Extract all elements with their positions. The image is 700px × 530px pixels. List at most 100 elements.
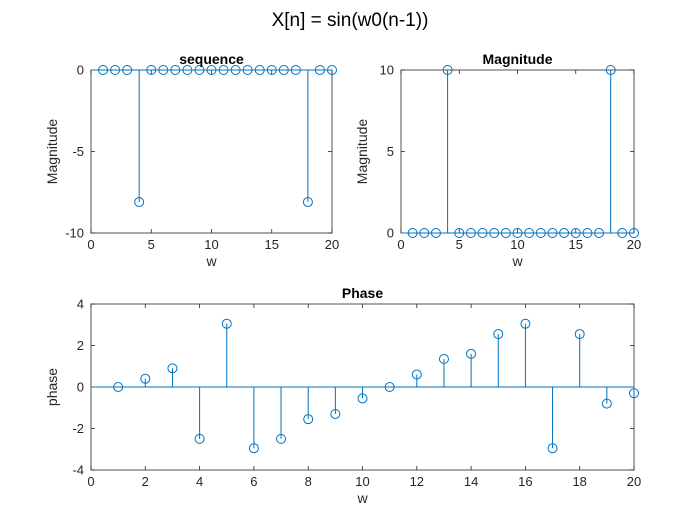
y-tick-label: 5 — [387, 144, 394, 159]
stem-marker — [113, 382, 124, 392]
y-tick-label: 0 — [387, 226, 394, 241]
stem-marker — [134, 197, 145, 208]
stem-marker — [438, 353, 449, 364]
stem-marker — [384, 382, 395, 392]
stem-marker — [357, 393, 368, 404]
x-tick-label: 0 — [397, 237, 404, 252]
stem-marker — [547, 443, 558, 454]
stem-marker — [574, 329, 585, 340]
stem-marker — [194, 65, 205, 75]
x-tick-label: 16 — [518, 474, 532, 489]
stem-marker — [290, 65, 301, 75]
x-tick-label: 12 — [410, 474, 424, 489]
stem-marker — [547, 228, 558, 238]
stem-marker — [230, 65, 241, 75]
x-tick-label: 2 — [142, 474, 149, 489]
stem-marker — [442, 65, 453, 75]
y-tick-label: 10 — [380, 63, 394, 78]
subplot-title: sequence — [179, 51, 244, 67]
stem-marker — [489, 228, 500, 238]
y-tick-label: 2 — [77, 338, 84, 353]
x-axis-label: w — [356, 490, 368, 506]
stem-marker — [629, 228, 639, 238]
stem-marker — [559, 228, 570, 238]
stem-marker — [493, 329, 504, 340]
stem-marker — [500, 228, 511, 238]
stem-marker — [266, 65, 277, 75]
stem-marker — [327, 65, 337, 75]
x-tick-label: 15 — [569, 237, 583, 252]
x-tick-label: 5 — [148, 237, 155, 252]
stem-marker — [454, 228, 465, 238]
stem-marker — [167, 363, 178, 374]
x-tick-label: 20 — [325, 237, 339, 252]
x-axis-label: w — [205, 253, 217, 269]
stem-marker — [146, 65, 157, 75]
y-tick-label: -4 — [72, 463, 84, 478]
stem-marker — [466, 348, 477, 359]
stem-marker — [110, 65, 121, 75]
axes-box — [400, 69, 635, 234]
y-tick-label: -2 — [72, 421, 84, 436]
stem-marker — [570, 228, 581, 238]
x-tick-label: 0 — [87, 237, 94, 252]
stem-marker — [411, 369, 422, 380]
stem-marker — [465, 228, 476, 238]
x-tick-label: 6 — [250, 474, 257, 489]
stem-marker — [254, 65, 265, 75]
stem-marker — [419, 228, 430, 238]
x-tick-label: 10 — [355, 474, 369, 489]
stem-marker — [617, 228, 628, 238]
subplot-2: 0 5 10 15 20 0 5 10 Magnitude w Magnitude — [354, 51, 641, 269]
stem-marker — [582, 228, 593, 238]
subplot-3: 0 2 4 6 8 10 12 14 16 18 20 -4 -2 0 2 4 Phase w phase — [44, 285, 641, 506]
stem-marker — [594, 228, 605, 238]
x-tick-label: 20 — [627, 474, 641, 489]
stem-marker — [407, 228, 418, 238]
stem-marker — [98, 65, 109, 75]
stem-marker — [512, 228, 523, 238]
stem-marker — [221, 318, 232, 329]
subplot-1: 0 5 10 15 20 -10 -5 0 sequence w Magnitude — [44, 51, 339, 269]
stem-marker — [248, 443, 259, 454]
y-axis-label: Magnitude — [44, 119, 60, 185]
x-tick-label: 8 — [305, 474, 312, 489]
stem-marker — [477, 228, 488, 238]
stem-marker — [242, 65, 253, 75]
y-axis-label: phase — [44, 368, 60, 406]
stem-marker — [605, 65, 616, 75]
y-tick-label: 4 — [77, 297, 84, 312]
y-tick-label: 0 — [77, 63, 84, 78]
stem-marker — [158, 65, 169, 75]
x-tick-label: 10 — [510, 237, 524, 252]
axes-box — [90, 69, 333, 234]
stem-marker — [276, 433, 287, 444]
y-tick-label: -5 — [72, 144, 84, 159]
subplot-title: Phase — [342, 285, 383, 301]
y-axis-label: Magnitude — [354, 119, 370, 185]
x-tick-label: 14 — [464, 474, 478, 489]
stem-marker — [182, 65, 193, 75]
stem-marker — [206, 65, 217, 75]
stem-marker — [278, 65, 289, 75]
x-axis-label: w — [511, 253, 523, 269]
x-tick-label: 20 — [627, 237, 641, 252]
stem-marker — [218, 65, 229, 75]
x-tick-label: 18 — [572, 474, 586, 489]
x-tick-label: 15 — [265, 237, 279, 252]
x-tick-label: 10 — [204, 237, 218, 252]
stem-marker — [524, 228, 535, 238]
stem-marker — [122, 65, 133, 75]
stem-marker — [303, 414, 314, 425]
stem-marker — [601, 398, 612, 409]
stem-marker — [194, 433, 205, 444]
figure-title: X[n] = sin(w0(n-1)) — [271, 10, 429, 31]
x-tick-label: 5 — [456, 237, 463, 252]
stem-marker — [430, 228, 441, 238]
x-tick-label: 0 — [87, 474, 94, 489]
stem-marker — [629, 388, 639, 399]
y-tick-label: 0 — [77, 380, 84, 395]
stem-marker — [535, 228, 546, 238]
